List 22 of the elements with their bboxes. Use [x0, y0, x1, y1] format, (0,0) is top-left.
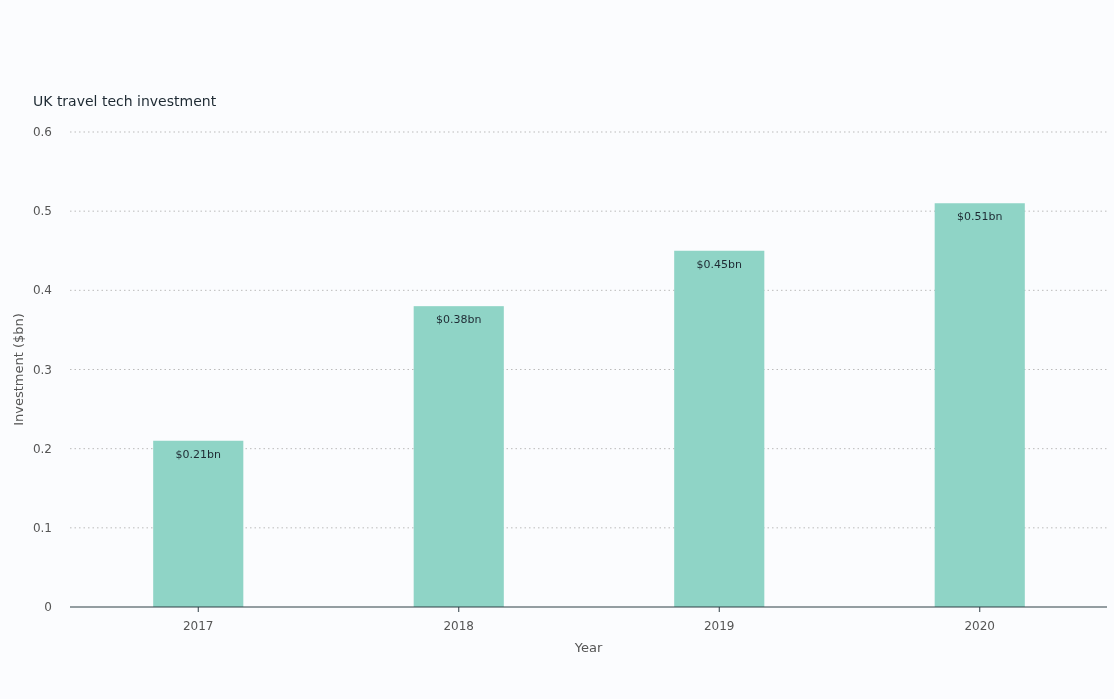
- y-tick-label: 0.2: [32, 441, 52, 456]
- data-label: $0.38bn: [436, 313, 482, 327]
- bar: [153, 440, 244, 607]
- x-tick-label: 2020: [964, 619, 996, 633]
- x-axis-title: Year: [573, 640, 603, 655]
- y-axis-title: Investment ($bn): [11, 313, 26, 426]
- x-tick-label: 2018: [443, 619, 475, 633]
- data-label: $0.45bn: [696, 257, 742, 271]
- x-tick-label: 2017: [182, 619, 214, 633]
- bar: [934, 203, 1025, 607]
- y-tick-label: 0.6: [32, 125, 52, 139]
- data-label: $0.21bn: [175, 447, 221, 461]
- bar: [674, 250, 765, 607]
- chart-title: UK travel tech investment: [33, 93, 217, 109]
- bar: [413, 306, 504, 607]
- y-tick-label: 0: [44, 600, 52, 614]
- x-tick-label: 2019: [703, 619, 735, 633]
- y-tick-label: 0.5: [32, 204, 52, 219]
- data-label: $0.51bn: [957, 210, 1003, 224]
- y-tick-label: 0.3: [32, 362, 52, 377]
- y-tick-label: 0.1: [32, 520, 52, 535]
- y-tick-label: 0.4: [32, 283, 52, 298]
